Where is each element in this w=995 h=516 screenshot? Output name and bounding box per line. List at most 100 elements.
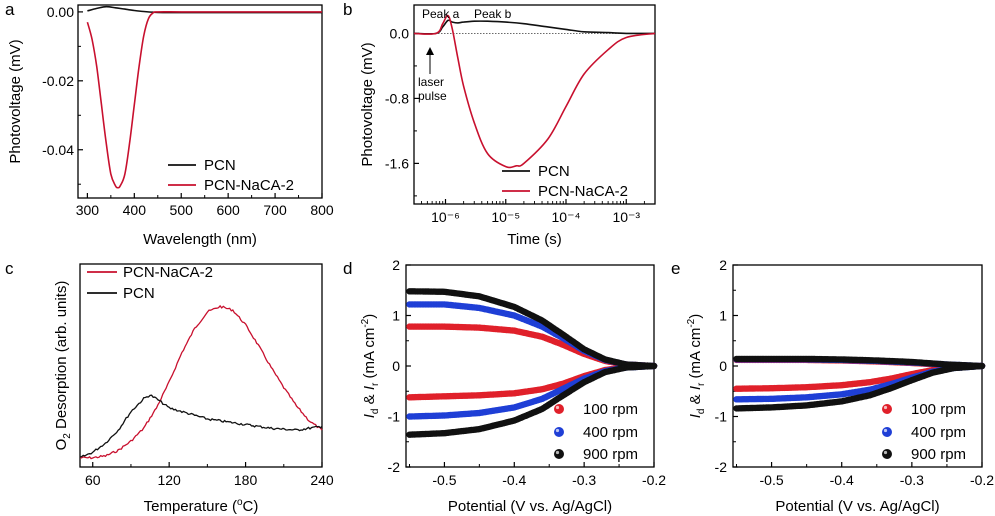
y-tick-label: -0.02 (42, 73, 74, 89)
panel-letter-c: c (5, 259, 14, 278)
y-tick-label: 0 (719, 358, 727, 374)
legend-label: PCN (204, 157, 236, 174)
legend-marker-highlight (883, 428, 888, 433)
y-tick-label: -2 (388, 459, 401, 475)
x-tick-label: -0.3 (900, 472, 924, 488)
panel-letter-d: d (343, 259, 352, 278)
x-axis-label: Wavelength (nm) (143, 231, 257, 248)
series-line-pcn-naca-2 (86, 11, 322, 189)
legend-marker-highlight (555, 405, 560, 410)
y-tick-label: 2 (392, 257, 400, 273)
plot-frame-b (413, 4, 656, 205)
x-tick-label: 10⁻⁵ (491, 209, 520, 225)
legend-marker-highlight (555, 450, 560, 455)
y-tick-label: 0.00 (47, 4, 74, 20)
y-tick-label: -1 (388, 409, 401, 425)
panel-a: a 300 400 500 600 700 800 0.00 -0.02 -0.04 Wavelen… (5, 0, 334, 248)
legend-marker (554, 449, 564, 459)
series-line-pcn-naca-2 (79, 304, 323, 460)
legend-label: PCN-NaCA-2 (204, 177, 294, 194)
legend-label: 900 rpm (583, 446, 638, 463)
x-tick-label: 10⁻³ (612, 209, 640, 225)
x-tick-label: 300 (76, 202, 100, 218)
x-tick-label: 60 (85, 472, 101, 488)
legend-marker (554, 404, 564, 414)
panel-c: c 60 120 180 240 Temperature (oC) O2 Desorptio… (5, 259, 334, 515)
annotation-peak-b: Peak b (474, 7, 512, 21)
panel-d: d -0.5 -0.4 -0.3 -0.2 2 1 0 -1 -2 Potential (V vs.… (343, 257, 666, 515)
legend-marker (882, 427, 892, 437)
legend-marker (882, 404, 892, 414)
x-tick-label: 600 (216, 202, 240, 218)
plot-frame-a (77, 4, 323, 199)
x-tick-label: 180 (234, 472, 258, 488)
y-tick-label: -0.8 (385, 90, 409, 106)
y-tick-label: 0.0 (390, 25, 410, 41)
panel-letter-b: b (343, 0, 352, 19)
series-disk-900-rpm (733, 362, 986, 412)
x-tick-label: -0.5 (432, 472, 456, 488)
y-tick-label: 0 (392, 358, 400, 374)
y-tick-label: -2 (715, 459, 728, 475)
legend-marker-highlight (555, 428, 560, 433)
series-disk-900-rpm (406, 362, 658, 438)
x-tick-label: -0.4 (502, 472, 526, 488)
panel-letter-a: a (5, 0, 15, 19)
plot-frame-c (79, 263, 323, 468)
x-tick-label: -0.3 (572, 472, 596, 488)
x-tick-label: 400 (123, 202, 147, 218)
x-axis-label: Potential (V vs. Ag/AgCl) (448, 498, 612, 515)
annotation-laser: laser (418, 75, 444, 89)
x-tick-label: -0.4 (830, 472, 854, 488)
x-tick-label: 240 (310, 472, 334, 488)
annotation-peak-a: Peak a (422, 7, 460, 21)
legend-label: PCN-NaCA-2 (123, 264, 213, 281)
x-axis-label: Time (s) (507, 231, 561, 248)
x-axis-label: Temperature (oC) (144, 497, 259, 515)
y-axis-label: Id & Ir (mA cm-2) (360, 314, 381, 419)
arrow-head-icon (426, 47, 434, 55)
x-tick-label: 700 (263, 202, 287, 218)
legend-label: PCN (123, 285, 155, 302)
x-tick-label: 10⁻⁴ (552, 209, 581, 225)
series-line-pcn (413, 19, 656, 35)
y-axis-label: Photovoltage (mV) (359, 42, 376, 166)
y-tick-label: -1 (715, 409, 728, 425)
series-disk-100-rpm (406, 362, 658, 401)
data-point (650, 362, 658, 370)
series-line-pcn (79, 394, 323, 458)
y-tick-label: -1.6 (385, 155, 409, 171)
x-axis-label: Potential (V vs. Ag/AgCl) (775, 498, 939, 515)
legend-marker-highlight (883, 405, 888, 410)
legend-label: 100 rpm (583, 401, 638, 418)
series-line-pcn-naca-2 (413, 14, 656, 169)
panel-e: e -0.5 -0.4 -0.3 -0.2 2 1 0 -1 -2 Potential (V vs.… (671, 257, 994, 515)
y-tick-label: 1 (392, 308, 400, 324)
data-point (978, 362, 986, 370)
x-tick-label: 10⁻⁶ (431, 209, 460, 225)
x-tick-label: -0.2 (970, 472, 994, 488)
legend-marker-highlight (883, 450, 888, 455)
legend-label: 400 rpm (583, 424, 638, 441)
y-axis-label: Id & Ir (mA cm-2) (686, 314, 707, 419)
annotation-pulse: pulse (418, 89, 447, 103)
legend-label: 100 rpm (911, 401, 966, 418)
legend-label: 900 rpm (911, 446, 966, 463)
y-tick-label: 2 (719, 257, 727, 273)
panel-b: b 10⁻⁶ 10⁻⁵ 10⁻⁴ 10⁻³ 0.0 -0.8 -1.6 Time (s) Phot… (343, 0, 656, 248)
x-tick-label: 800 (310, 202, 334, 218)
x-tick-label: -0.2 (642, 472, 666, 488)
legend-marker (554, 427, 564, 437)
legend-marker (882, 449, 892, 459)
x-tick-label: -0.5 (760, 472, 784, 488)
panel-letter-e: e (671, 259, 680, 278)
x-tick-label: 120 (157, 472, 181, 488)
y-axis-label: Photovoltage (mV) (7, 39, 24, 163)
legend-label: PCN-NaCA-2 (538, 183, 628, 200)
legend-label: PCN (538, 163, 570, 180)
y-tick-label: -0.04 (42, 142, 74, 158)
x-tick-label: 500 (170, 202, 194, 218)
y-tick-label: 1 (719, 308, 727, 324)
y-axis-label: O2 Desorption (arb. units) (53, 281, 73, 451)
